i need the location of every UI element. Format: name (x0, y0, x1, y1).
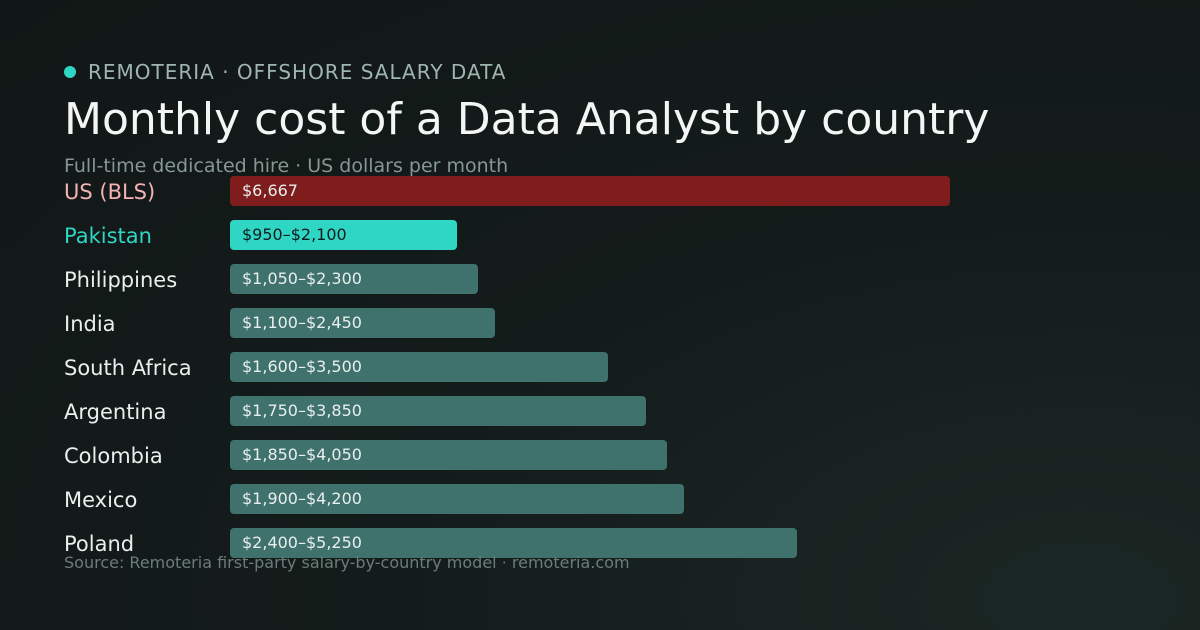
bar-value-label-argentina: $1,750–$3,850 (242, 401, 362, 420)
bar-south-africa: $1,600–$3,500 (230, 352, 608, 382)
category-label-india: India (64, 312, 116, 336)
bar-poland: $2,400–$5,250 (230, 528, 797, 558)
bar-philippines: $1,050–$2,300 (230, 264, 478, 294)
chart-title: Monthly cost of a Data Analyst by countr… (64, 94, 990, 145)
bar-argentina: $1,750–$3,850 (230, 396, 646, 426)
category-label-poland: Poland (64, 532, 135, 556)
category-label-us-bls: US (BLS) (64, 180, 156, 204)
bar-us-bls: $6,667 (230, 176, 950, 206)
category-label-argentina: Argentina (64, 400, 167, 424)
category-label-pakistan: Pakistan (64, 224, 152, 248)
bar-mexico: $1,900–$4,200 (230, 484, 684, 514)
bar-india: $1,100–$2,450 (230, 308, 495, 338)
chart-subtitle: Full-time dedicated hire · US dollars pe… (64, 155, 509, 177)
brand-header: REMOTERIA · OFFSHORE SALARY DATA (64, 60, 506, 84)
bar-value-label-philippines: $1,050–$2,300 (242, 269, 362, 288)
category-label-south-africa: South Africa (64, 356, 192, 380)
bar-value-label-south-africa: $1,600–$3,500 (242, 357, 362, 376)
brand-label: REMOTERIA · OFFSHORE SALARY DATA (88, 60, 507, 84)
bar-value-label-poland: $2,400–$5,250 (242, 533, 362, 552)
bar-value-label-us-bls: $6,667 (242, 181, 298, 200)
bar-value-label-pakistan: $950–$2,100 (242, 225, 347, 244)
category-label-philippines: Philippines (64, 268, 178, 292)
category-label-colombia: Colombia (64, 444, 163, 468)
bar-value-label-colombia: $1,850–$4,050 (242, 445, 362, 464)
bar-value-label-india: $1,100–$2,450 (242, 313, 362, 332)
bar-value-label-mexico: $1,900–$4,200 (242, 489, 362, 508)
bar-pakistan: $950–$2,100 (230, 220, 457, 250)
source-note: Source: Remoteria first-party salary-by-… (64, 553, 630, 572)
bar-colombia: $1,850–$4,050 (230, 440, 667, 470)
category-label-mexico: Mexico (64, 488, 138, 512)
brand-dot-icon (64, 66, 76, 78)
